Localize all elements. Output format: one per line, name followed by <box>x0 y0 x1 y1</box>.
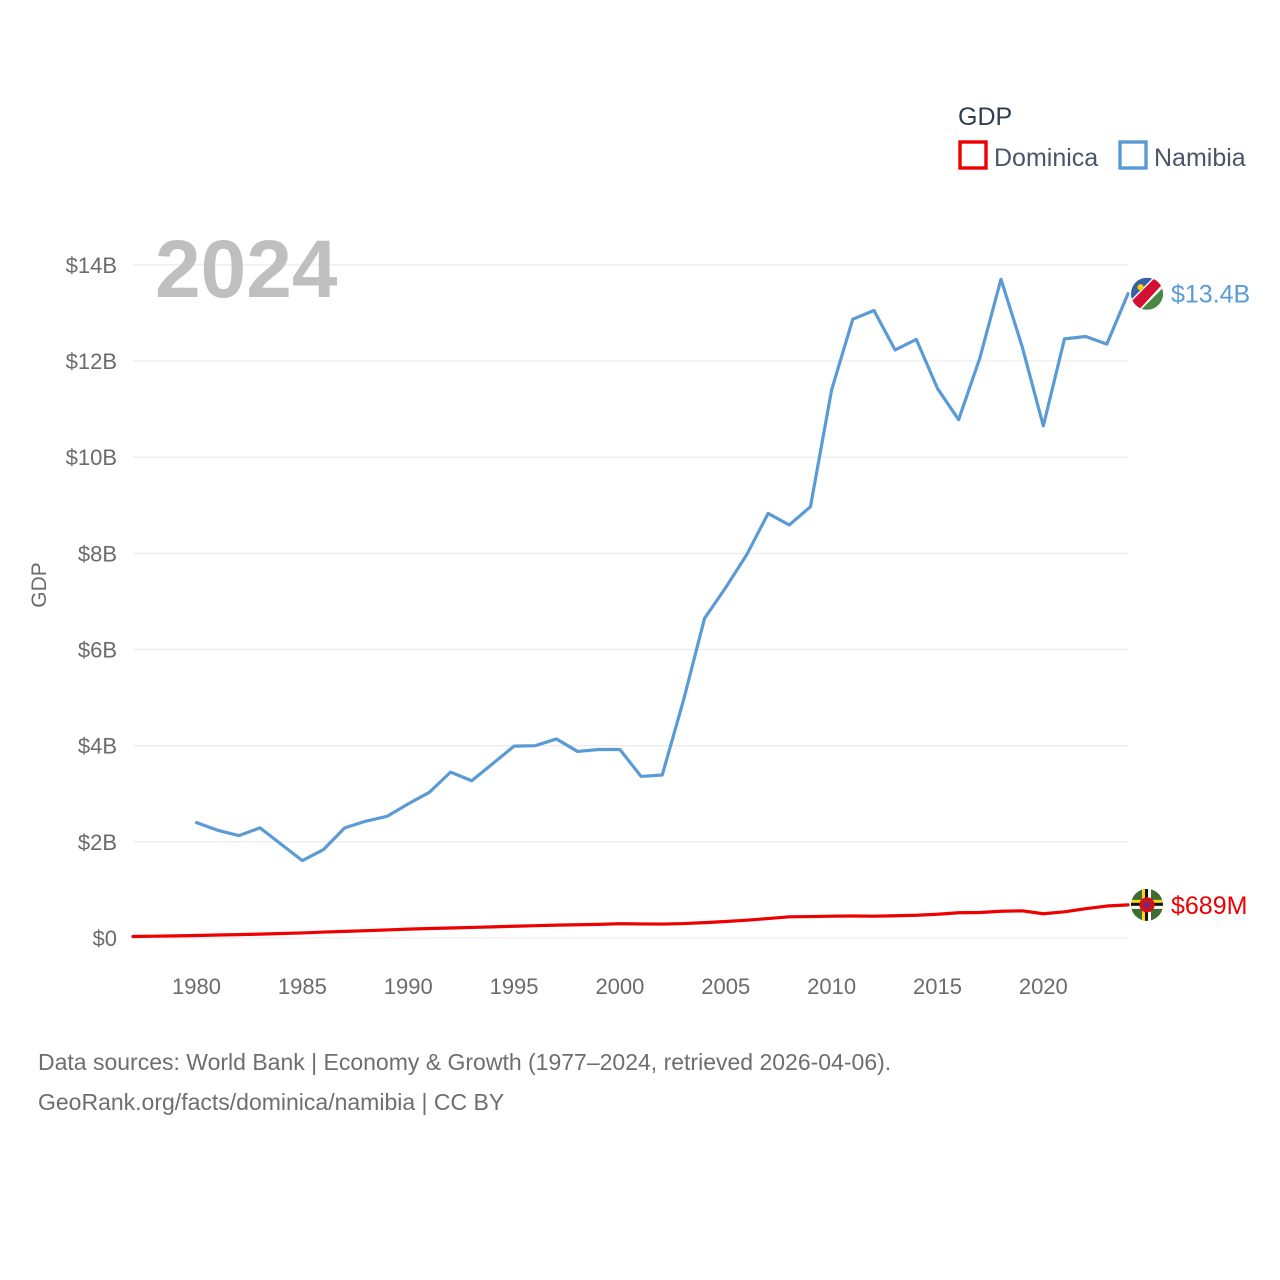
x-axis-tick-label: 2015 <box>913 974 962 999</box>
series-line-namibia[interactable] <box>194 277 1130 863</box>
endpoint-value-namibia: $13.4B <box>1171 281 1250 309</box>
footer-line-attribution: GeoRank.org/facts/dominica/namibia | CC … <box>38 1089 504 1115</box>
chart-footer: Data sources: World Bank | Economy & Gro… <box>38 1049 891 1115</box>
x-axis-tick-label: 2000 <box>595 974 644 999</box>
x-axis-tick-label: 2005 <box>701 974 750 999</box>
x-axis-tick-label: 2010 <box>807 974 856 999</box>
y-axis-tick-label: $2B <box>78 830 117 855</box>
footer-line-sources: Data sources: World Bank | Economy & Gro… <box>38 1049 891 1075</box>
y-axis-tick-label: $14B <box>66 253 117 278</box>
y-axis-tick-label: $10B <box>66 445 117 470</box>
y-axis: $0 $2B $4B $6B $8B $10B $12B $14B <box>66 253 1128 951</box>
y-axis-tick-label: $8B <box>78 541 117 566</box>
endpoint-value-dominica: $689M <box>1171 892 1247 920</box>
legend-item-namibia[interactable]: Namibia <box>1118 140 1246 172</box>
legend-swatch-dominica <box>958 140 988 170</box>
series-lines <box>131 277 1130 939</box>
dominica-flag-icon <box>1131 889 1163 921</box>
legend-label-dominica: Dominica <box>994 144 1098 172</box>
namibia-flag-icon <box>1131 278 1163 310</box>
x-axis-tick-label: 1980 <box>172 974 221 999</box>
legend-title: GDP <box>958 103 1012 131</box>
legend-swatch-namibia <box>1118 140 1148 170</box>
y-axis-title: GDP <box>28 562 51 608</box>
x-axis-tick-label: 1990 <box>384 974 433 999</box>
legend-label-namibia: Namibia <box>1154 144 1246 172</box>
y-axis-tick-label: $4B <box>78 734 117 759</box>
x-axis-tick-label: 1985 <box>278 974 327 999</box>
endpoint-markers: $13.4B $689M <box>1131 278 1250 921</box>
x-axis-tick-label: 1995 <box>490 974 539 999</box>
legend-item-dominica[interactable]: Dominica <box>958 140 1098 172</box>
watermark-year: 2024 <box>155 224 338 315</box>
chart-legend: GDP Dominica Namibia <box>958 103 1246 172</box>
x-axis: 1980 1985 1990 1995 2000 2005 2010 2015 2020 <box>172 974 1068 999</box>
x-axis-tick-label: 2020 <box>1019 974 1068 999</box>
y-axis-tick-label: $0 <box>93 926 117 951</box>
y-axis-tick-label: $6B <box>78 638 117 663</box>
y-axis-tick-label: $12B <box>66 349 117 374</box>
series-line-dominica[interactable] <box>131 903 1130 939</box>
